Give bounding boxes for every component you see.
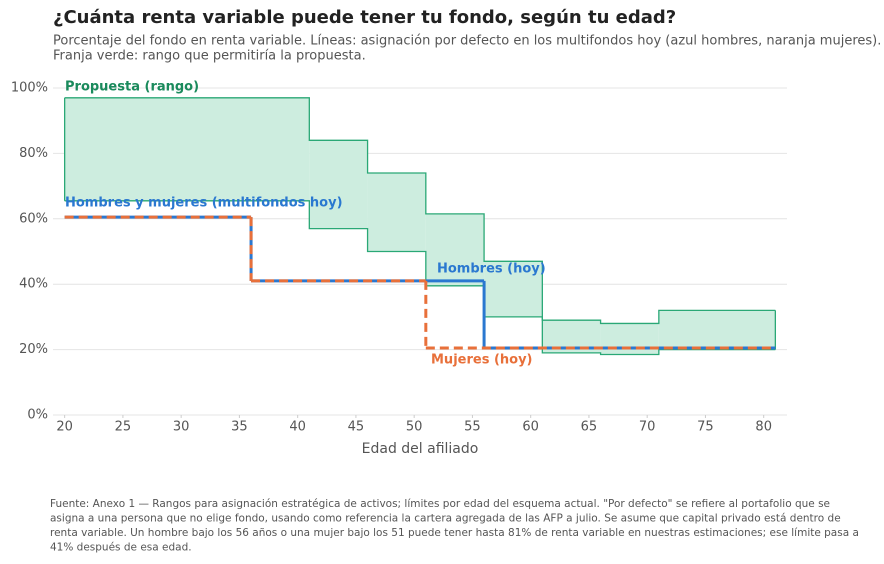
series-label: Mujeres (hoy)	[431, 353, 533, 368]
subtitle: Franja verde: rango que permitiría la pr…	[53, 49, 366, 64]
x-tick-label: 40	[289, 420, 306, 435]
range-band	[367, 173, 426, 252]
y-tick-label: 100%	[11, 81, 48, 96]
y-tick-label: 60%	[19, 211, 48, 226]
range-band	[484, 261, 543, 317]
x-tick-label: 55	[464, 420, 481, 435]
range-edge	[64, 97, 776, 325]
x-tick-label: 20	[56, 420, 73, 435]
x-tick-label: 45	[348, 420, 365, 435]
range-band	[309, 140, 368, 229]
x-tick-label: 65	[581, 420, 598, 435]
subtitle: Porcentaje del fondo en renta variable. …	[53, 34, 881, 49]
x-tick-label: 75	[697, 420, 714, 435]
range-band	[600, 323, 659, 355]
band-label: Propuesta (rango)	[65, 80, 199, 95]
x-tick-label: 25	[115, 420, 132, 435]
y-tick-label: 0%	[27, 408, 48, 423]
x-tick-label: 70	[639, 420, 656, 435]
x-tick-label: 35	[231, 420, 248, 435]
range-band	[425, 213, 485, 286]
range-band	[64, 97, 310, 201]
annotation: Hombres y mujeres (multifondos hoy)	[65, 196, 343, 211]
x-axis-label: Edad del afiliado	[362, 441, 479, 457]
y-tick-label: 40%	[19, 277, 48, 292]
y-tick-label: 20%	[19, 342, 48, 357]
x-tick-label: 50	[406, 420, 423, 435]
x-tick-label: 30	[173, 420, 190, 435]
range-band	[658, 310, 776, 350]
series-label: Hombres (hoy)	[437, 262, 546, 277]
source-note: renta variable. Un hombre bajo los 56 añ…	[50, 527, 859, 539]
chart-title: ¿Cuánta renta variable puede tener tu fo…	[53, 7, 676, 28]
x-tick-label: 60	[522, 420, 539, 435]
x-tick-label: 80	[755, 420, 772, 435]
y-tick-label: 80%	[19, 146, 48, 161]
source-note: 41% después de esa edad.	[50, 542, 192, 554]
source-note: Fuente: Anexo 1 — Rangos para asignación…	[50, 498, 830, 510]
source-note: asigna a una persona que no elige fondo,…	[50, 513, 841, 525]
